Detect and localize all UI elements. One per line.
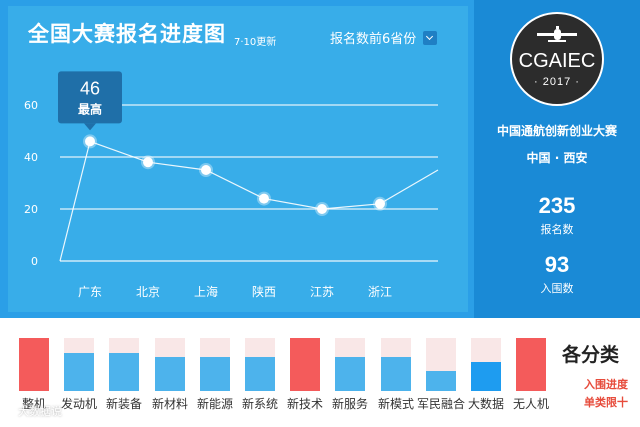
category-label: 发动机 — [60, 397, 97, 411]
event-logo: CGAIEC · 2017 · — [510, 12, 604, 106]
legend-progress: 入围进度 — [584, 378, 628, 391]
highlight-callout — [58, 71, 122, 124]
chart-panel: 全国大赛报名进度图 7·10更新 报名数前6省份 0 20 40 60 广东 北京 上海 陕西… — [8, 6, 468, 312]
category-label: 新材料 — [151, 397, 188, 411]
category-bar — [19, 338, 49, 391]
x-tick-label: 陕西 — [252, 284, 276, 299]
y-tick-label: 60 — [24, 99, 38, 112]
data-point — [375, 198, 385, 209]
x-tick-label: 上海 — [194, 284, 218, 299]
x-tick-label: 浙江 — [368, 285, 392, 299]
category-bar — [335, 338, 365, 391]
category-bar-fill — [155, 357, 185, 391]
shortlisted-label: 入围数 — [540, 282, 574, 295]
category-bar-fill — [245, 357, 275, 391]
y-tick-label: 40 — [24, 151, 38, 164]
category-bar — [109, 338, 139, 391]
category-label: 新能源 — [196, 397, 233, 411]
category-section: 整机 发动机 新装备 新材料 新能源 新系统 新技术 新服务 新模式 军民融合 大数据 无人机 各分类… — [0, 318, 640, 427]
data-point — [259, 193, 269, 204]
shortlisted-count: 93 — [544, 252, 570, 277]
category-bar — [200, 338, 230, 391]
top-section: 全国大赛报名进度图 7·10更新 报名数前6省份 0 20 40 60 广东 北京 上海 陕西… — [0, 0, 640, 318]
event-sidebar: CGAIEC · 2017 · 中国通航创新创业大赛 中国 · 西安 235 报… — [474, 0, 640, 318]
category-bar-fill — [381, 357, 411, 391]
category-bar-fill — [335, 357, 365, 391]
category-label: 军民融合 — [416, 397, 465, 411]
category-bar-fill — [471, 361, 501, 391]
event-name: 中国通航创新创业大赛 — [496, 124, 617, 138]
category-label: 大数据 — [467, 397, 504, 411]
plane-icon — [512, 26, 602, 48]
x-tick-label: 江苏 — [310, 285, 334, 299]
category-bar-fill — [516, 338, 546, 391]
category-bar — [155, 338, 185, 391]
x-tick-label: 广东 — [78, 285, 102, 299]
category-bar-fill — [64, 352, 94, 391]
y-tick-label: 0 — [31, 255, 38, 268]
watermark: 大数据说 — [18, 405, 62, 418]
legend-limit: 单类限十 — [584, 396, 628, 409]
highlight-label: 最高 — [78, 101, 102, 116]
province-filter-select[interactable]: 报名数前6省份 — [330, 28, 438, 47]
category-bar — [245, 338, 275, 391]
category-bar — [516, 338, 546, 391]
filter-select-label: 报名数前6省份 — [330, 32, 417, 47]
data-point — [143, 157, 153, 168]
category-label: 整机 — [21, 397, 46, 411]
category-bar — [471, 338, 501, 391]
category-label: 新技术 — [286, 397, 323, 411]
data-point — [85, 136, 95, 147]
logo-year: · 2017 · — [534, 76, 580, 88]
category-bar — [426, 338, 456, 391]
category-label: 新模式 — [377, 397, 414, 411]
category-bar — [64, 338, 94, 391]
category-label: 无人机 — [512, 397, 549, 411]
category-label: 新服务 — [331, 397, 368, 411]
highlight-value: 46 — [80, 78, 100, 98]
category-bar — [290, 338, 320, 391]
category-section-title: 各分类 — [562, 344, 620, 366]
event-location: 中国 · 西安 — [526, 151, 588, 165]
y-tick-label: 20 — [24, 203, 38, 216]
callout-pointer — [84, 123, 96, 131]
category-label: 新装备 — [105, 397, 142, 411]
category-label: 新系统 — [241, 397, 278, 411]
logo-text: CGAIEC — [518, 50, 596, 72]
category-bar-fill — [426, 370, 456, 391]
category-bar-fill — [290, 338, 320, 391]
registered-label: 报名数 — [540, 223, 574, 236]
registered-count: 235 — [538, 193, 576, 218]
chevron-down-icon[interactable] — [423, 30, 438, 45]
data-point — [201, 165, 211, 175]
line-chart: 0 20 40 60 广东 北京 上海 陕西 江苏 浙江 46 最高 — [24, 71, 439, 299]
category-bar-fill — [200, 357, 230, 391]
series-line — [59, 140, 439, 262]
data-point — [317, 204, 327, 214]
category-bar-fill — [19, 338, 49, 391]
x-tick-label: 北京 — [136, 285, 160, 299]
update-note: 7·10更新 — [234, 37, 277, 48]
chart-title: 全国大赛报名进度图 — [28, 22, 226, 46]
category-bar — [381, 338, 411, 391]
category-bar-fill — [109, 352, 139, 391]
